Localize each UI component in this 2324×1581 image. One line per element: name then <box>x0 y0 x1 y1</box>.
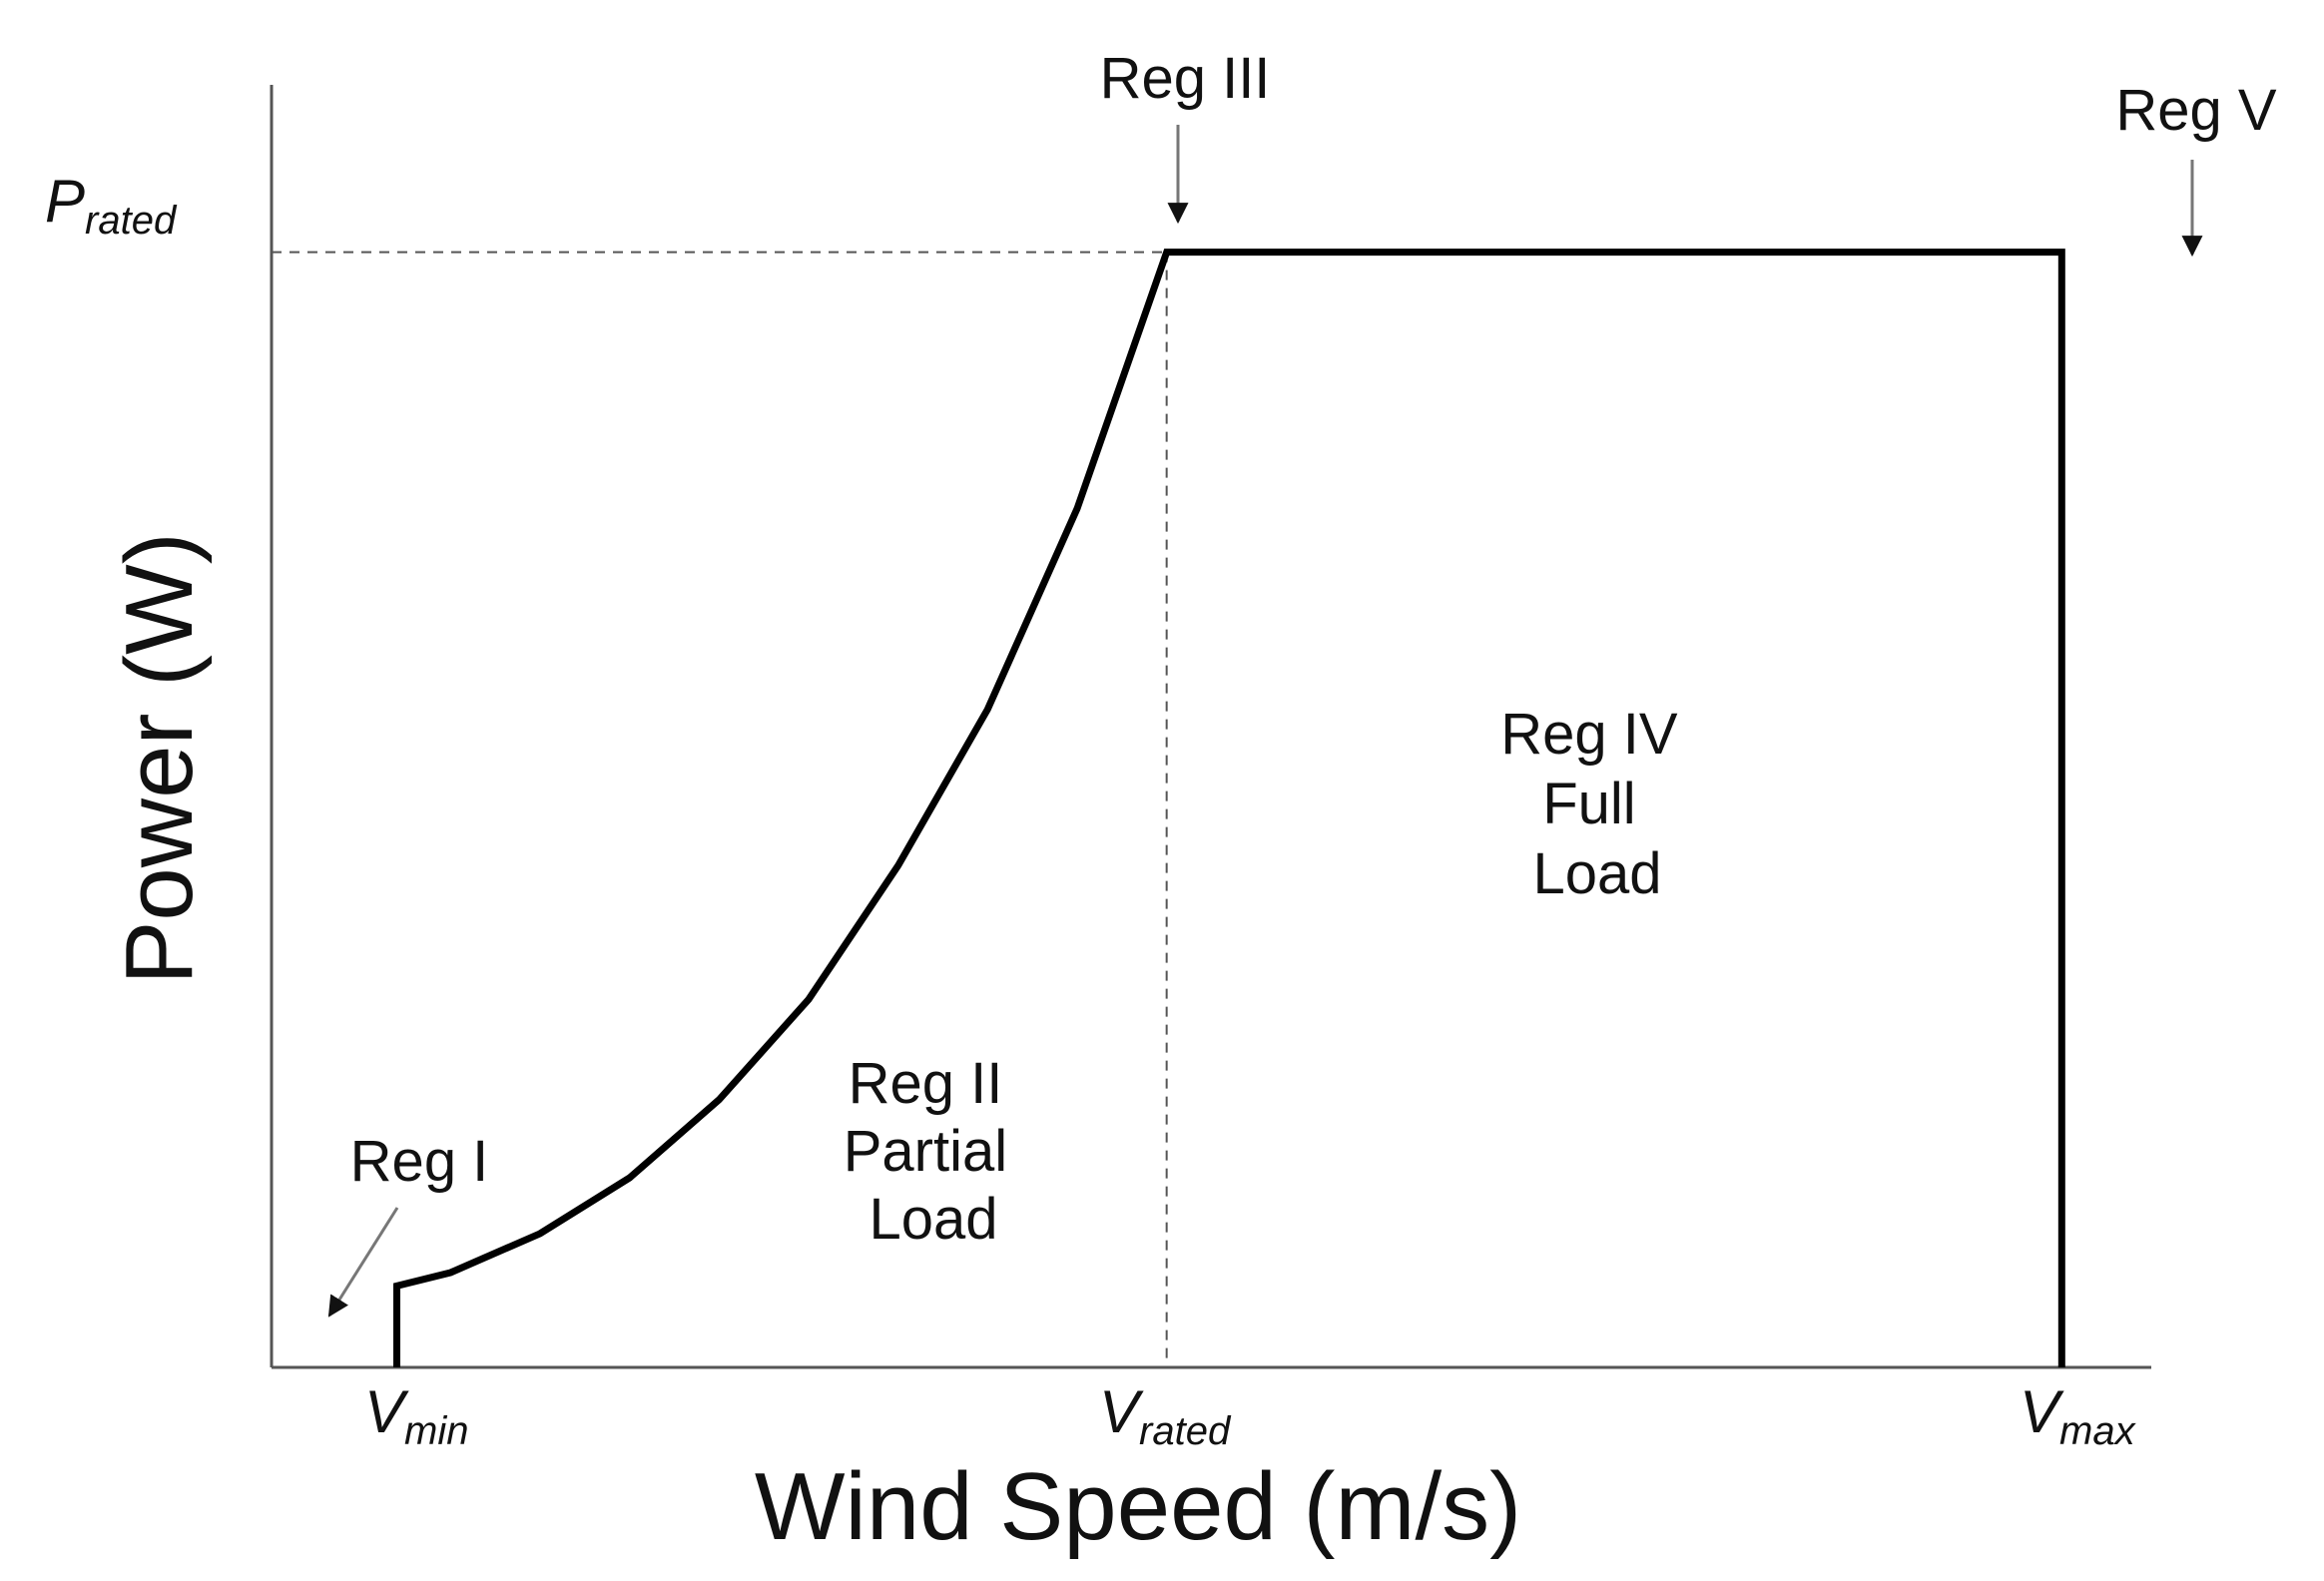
y-tick-label-prated: Prated <box>45 168 178 243</box>
annotation-reg-iii: Reg III <box>1100 46 1271 111</box>
annotation-reg-v: Reg V <box>2115 78 2277 143</box>
x-axis-title: Wind Speed (m/s) <box>755 1453 1521 1560</box>
annotation-reg-iv: Reg IV Full Load <box>1500 702 1693 906</box>
x-tick-label-vrated: Vrated <box>1099 1378 1232 1453</box>
power-curve-line <box>393 249 2065 1367</box>
x-tick-label-vmax: Vmax <box>2020 1378 2137 1453</box>
x-tick-label-vmin: Vmin <box>364 1378 468 1453</box>
annotation-reg-ii: Reg II Partial Load <box>844 1051 1024 1252</box>
annotation-reg-i: Reg I <box>350 1129 489 1194</box>
y-axis-title: Power (W) <box>106 532 213 984</box>
reg-i-arrow <box>327 1207 399 1318</box>
